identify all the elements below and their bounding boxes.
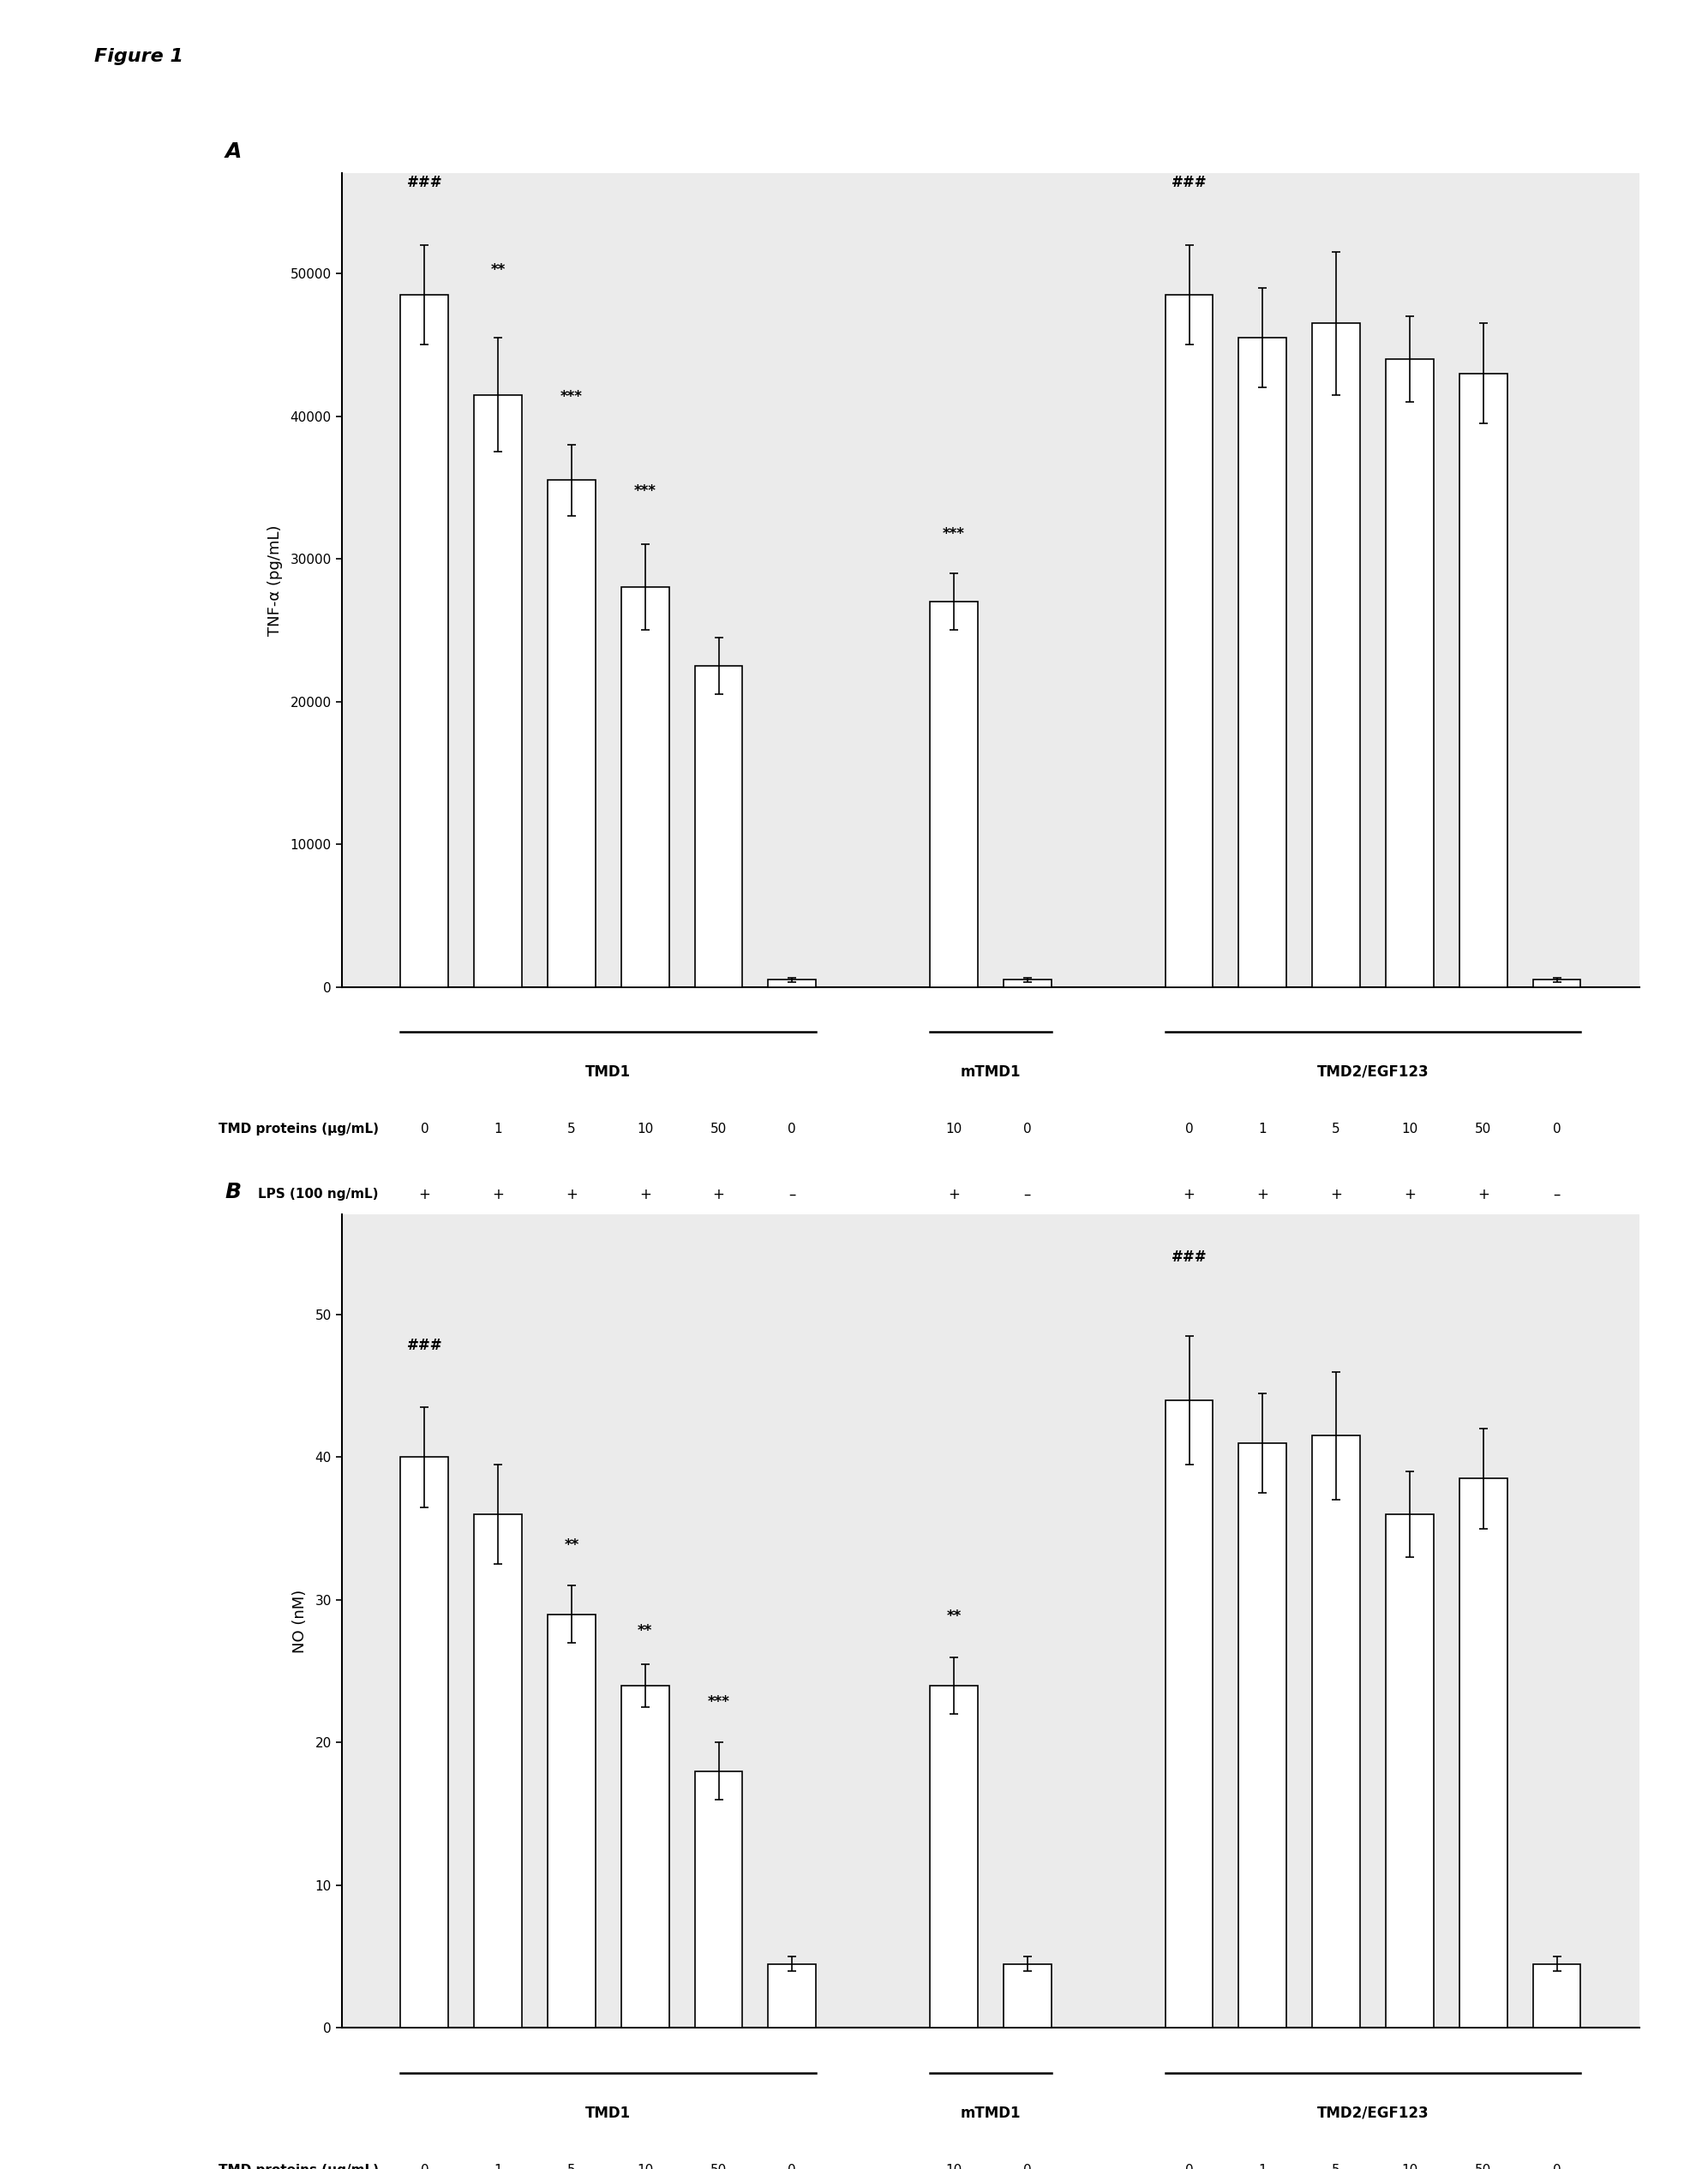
Text: 50: 50 bbox=[711, 1124, 728, 1137]
Text: TMD1: TMD1 bbox=[586, 2106, 630, 2121]
Text: ###: ### bbox=[407, 176, 442, 191]
Text: ***: *** bbox=[634, 484, 656, 499]
Text: ###: ### bbox=[407, 1338, 442, 1353]
Text: ***: *** bbox=[707, 1694, 729, 1709]
Text: +: + bbox=[1404, 1186, 1416, 1202]
Bar bbox=[475, 1514, 523, 2028]
Text: 10: 10 bbox=[946, 2165, 962, 2169]
Text: mTMD1: mTMD1 bbox=[960, 2106, 1021, 2121]
Text: 0: 0 bbox=[787, 1124, 796, 1137]
Text: B: B bbox=[225, 1182, 241, 1202]
Text: 10: 10 bbox=[1402, 2165, 1418, 2169]
Bar bbox=[1385, 1514, 1433, 2028]
Text: TMD2/EGF123: TMD2/EGF123 bbox=[1317, 1065, 1430, 1080]
Bar bbox=[1004, 980, 1052, 987]
Text: TMD proteins (μg/mL): TMD proteins (μg/mL) bbox=[219, 1124, 379, 1137]
Text: 5: 5 bbox=[567, 1124, 576, 1137]
Text: –: – bbox=[1023, 1186, 1032, 1202]
Text: 0: 0 bbox=[1185, 1124, 1194, 1137]
Text: 0: 0 bbox=[420, 2165, 429, 2169]
Text: LPS (100 ng/mL): LPS (100 ng/mL) bbox=[258, 1189, 379, 1202]
Text: mTMD1: mTMD1 bbox=[960, 1065, 1021, 1080]
Bar bbox=[548, 479, 596, 987]
Bar bbox=[1238, 338, 1286, 987]
Bar bbox=[769, 980, 816, 987]
Bar bbox=[401, 295, 449, 987]
Y-axis label: TNF-α (pg/mL): TNF-α (pg/mL) bbox=[268, 525, 284, 636]
Text: +: + bbox=[565, 1186, 577, 1202]
Text: ***: *** bbox=[560, 388, 582, 406]
Text: 5: 5 bbox=[1332, 2165, 1341, 2169]
Bar bbox=[475, 395, 523, 987]
Text: +: + bbox=[418, 1186, 430, 1202]
Text: 10: 10 bbox=[1402, 1124, 1418, 1137]
Text: A: A bbox=[225, 141, 241, 161]
Bar bbox=[1165, 295, 1213, 987]
Bar bbox=[622, 1685, 670, 2028]
Text: 50: 50 bbox=[1476, 2165, 1491, 2169]
Text: ###: ### bbox=[1172, 1249, 1208, 1265]
Text: +: + bbox=[1477, 1186, 1489, 1202]
Text: 50: 50 bbox=[711, 2165, 728, 2169]
Text: 1: 1 bbox=[494, 1124, 502, 1137]
Text: 0: 0 bbox=[1023, 1124, 1032, 1137]
Text: +: + bbox=[1257, 1186, 1269, 1202]
Text: +: + bbox=[1331, 1186, 1342, 1202]
Bar bbox=[401, 1458, 449, 2028]
Text: –: – bbox=[789, 1186, 796, 1202]
Text: 0: 0 bbox=[1185, 2165, 1194, 2169]
Text: –: – bbox=[1553, 1186, 1561, 1202]
Text: 10: 10 bbox=[637, 1124, 654, 1137]
Text: 5: 5 bbox=[567, 2165, 576, 2169]
Bar bbox=[1385, 360, 1433, 987]
Y-axis label: NO (nM): NO (nM) bbox=[292, 1590, 307, 1653]
Bar bbox=[1459, 1479, 1506, 2028]
Text: ###: ### bbox=[1172, 176, 1208, 191]
Text: 1: 1 bbox=[494, 2165, 502, 2169]
Text: ***: *** bbox=[943, 527, 965, 542]
Text: 1: 1 bbox=[1259, 2165, 1267, 2169]
Text: 0: 0 bbox=[787, 2165, 796, 2169]
Text: 10: 10 bbox=[946, 1124, 962, 1137]
Bar bbox=[695, 1772, 743, 2028]
Bar bbox=[1312, 323, 1360, 987]
Text: TMD proteins (μg/mL): TMD proteins (μg/mL) bbox=[219, 2165, 379, 2169]
Bar bbox=[548, 1614, 596, 2028]
Text: Figure 1: Figure 1 bbox=[94, 48, 183, 65]
Bar bbox=[1165, 1401, 1213, 2028]
Text: 50: 50 bbox=[1476, 1124, 1491, 1137]
Text: +: + bbox=[492, 1186, 504, 1202]
Text: +: + bbox=[948, 1186, 960, 1202]
Bar bbox=[929, 601, 977, 987]
Bar bbox=[1532, 1963, 1580, 2028]
Text: +: + bbox=[1184, 1186, 1196, 1202]
Bar bbox=[1238, 1442, 1286, 2028]
Text: 0: 0 bbox=[1553, 2165, 1561, 2169]
Bar bbox=[769, 1963, 816, 2028]
Text: 10: 10 bbox=[637, 2165, 654, 2169]
Text: +: + bbox=[639, 1186, 651, 1202]
Bar bbox=[622, 588, 670, 987]
Text: TMD1: TMD1 bbox=[586, 1065, 630, 1080]
Text: +: + bbox=[712, 1186, 724, 1202]
Text: 0: 0 bbox=[1023, 2165, 1032, 2169]
Text: 0: 0 bbox=[420, 1124, 429, 1137]
Text: **: ** bbox=[564, 1538, 579, 1553]
Bar bbox=[1459, 373, 1506, 987]
Text: **: ** bbox=[637, 1622, 652, 1638]
Bar bbox=[695, 666, 743, 987]
Text: 0: 0 bbox=[1553, 1124, 1561, 1137]
Text: 5: 5 bbox=[1332, 1124, 1341, 1137]
Text: 1: 1 bbox=[1259, 1124, 1267, 1137]
Text: **: ** bbox=[490, 262, 506, 278]
Text: TMD2/EGF123: TMD2/EGF123 bbox=[1317, 2106, 1430, 2121]
Bar bbox=[1004, 1963, 1052, 2028]
Text: **: ** bbox=[946, 1609, 962, 1625]
Bar bbox=[1532, 980, 1580, 987]
Bar bbox=[1312, 1436, 1360, 2028]
Bar bbox=[929, 1685, 977, 2028]
